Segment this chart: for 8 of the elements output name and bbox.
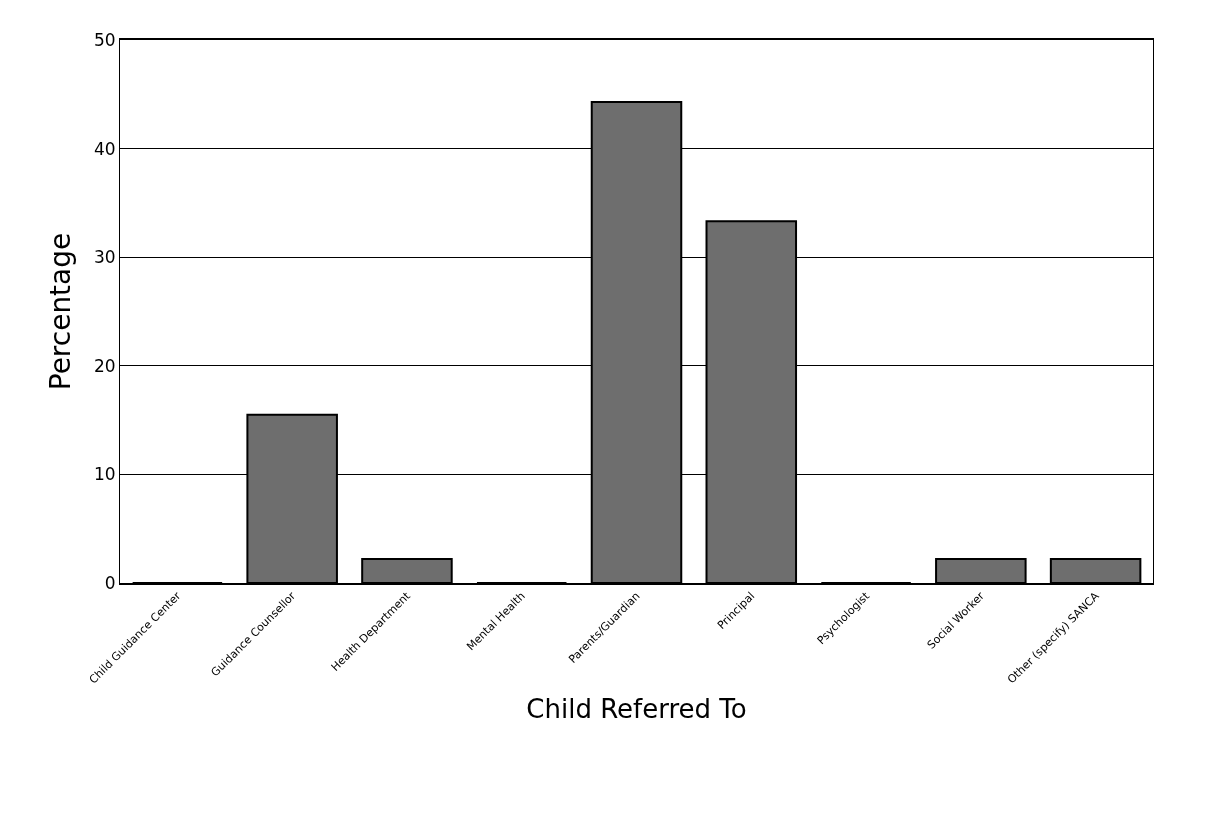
- y-tick-label: 20: [93, 355, 116, 376]
- y-tick-label: 40: [93, 138, 116, 159]
- y-tick-label: 10: [93, 464, 116, 485]
- y-tick-label: 50: [93, 29, 116, 50]
- y-axis-title: Percentage: [43, 232, 77, 391]
- y-tick-label: 0: [104, 572, 116, 593]
- y-tick-label: 30: [93, 247, 116, 268]
- x-axis-title: Child Referred To: [526, 694, 747, 725]
